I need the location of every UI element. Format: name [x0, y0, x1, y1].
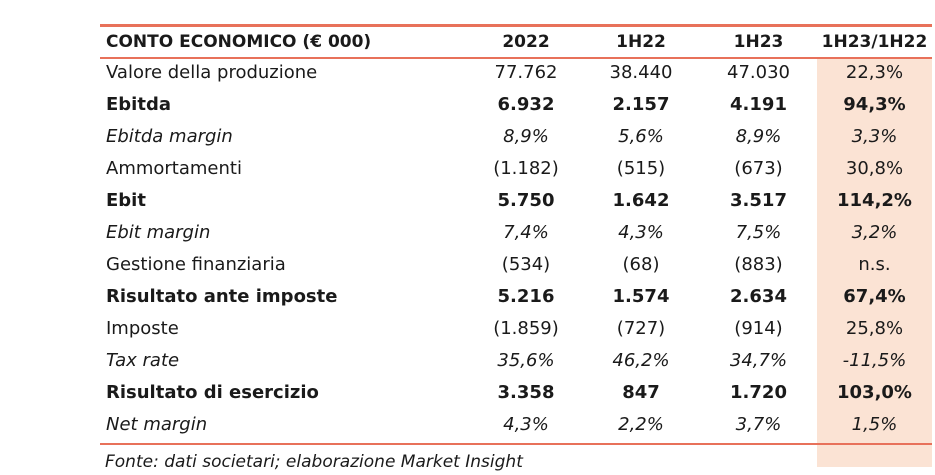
value-1h22: 1.642 [612, 190, 670, 211]
row-label: Ebitda [106, 94, 171, 115]
value-change: 25,8% [845, 318, 904, 339]
value-1h22: 2,2% [618, 414, 664, 435]
value-1h23: 3,7% [735, 414, 782, 435]
value-2022: 6.932 [497, 94, 555, 115]
value-1h23: 34,7% [729, 350, 788, 371]
table-bottom-rule [100, 443, 932, 445]
header-2022: 2022 [502, 32, 550, 52]
value-1h23: (914) [734, 318, 783, 339]
value-1h22: 4,3% [618, 222, 664, 243]
value-1h22: 2.157 [612, 94, 670, 115]
value-change: n.s. [858, 254, 891, 275]
value-2022: (1.182) [493, 158, 559, 179]
value-change: 67,4% [843, 286, 906, 307]
row-label: Ebitda margin [106, 126, 233, 147]
row-label: Ammortamenti [106, 158, 242, 179]
value-1h22: (727) [616, 318, 666, 339]
header-divider-rule [100, 57, 932, 59]
row-label: Imposte [106, 318, 179, 339]
value-1h23: (883) [734, 254, 783, 275]
value-1h22: 5,6% [618, 126, 664, 147]
value-2022: 5.216 [497, 286, 555, 307]
row-label: Ebit margin [106, 222, 211, 243]
value-change: -11,5% [842, 350, 907, 371]
table-top-rule [100, 24, 932, 27]
table-row: Gestione finanziaria (534) (68) (883) n.s. [100, 249, 932, 281]
value-1h22: 1.574 [612, 286, 670, 307]
value-2022: (534) [501, 254, 551, 275]
value-1h23: 47.030 [727, 62, 790, 83]
row-label: Gestione finanziaria [106, 254, 286, 275]
value-1h23: 4.191 [730, 94, 787, 115]
value-1h22: 847 [622, 382, 660, 403]
value-change: 103,0% [837, 382, 912, 403]
value-2022: 4,3% [503, 414, 549, 435]
table-row: Ebitda 6.932 2.157 4.191 94,3% [100, 89, 932, 121]
value-change: 114,2% [837, 190, 912, 211]
table-row: Imposte (1.859) (727) (914) 25,8% [100, 313, 932, 345]
value-2022: (1.859) [493, 318, 559, 339]
value-1h22: 38.440 [609, 62, 673, 83]
value-change: 30,8% [845, 158, 904, 179]
table-row: Risultato ante imposte 5.216 1.574 2.634 67,… [100, 281, 932, 313]
value-2022: 77.762 [494, 62, 558, 83]
value-change: 3,3% [851, 126, 898, 147]
value-1h22: 46,2% [612, 350, 670, 371]
row-label: Net margin [106, 414, 208, 435]
table-body: Valore della produzione 77.762 38.440 47.03… [100, 57, 932, 441]
value-1h23: 1.720 [730, 382, 787, 403]
value-1h23: 7,5% [735, 222, 782, 243]
row-label: Risultato ante imposte [106, 286, 338, 307]
value-2022: 5.750 [497, 190, 555, 211]
header-1h23: 1H23 [733, 32, 784, 52]
table-header-row: CONTO ECONOMICO (€ 000) 2022 1H22 1H23 1… [100, 27, 932, 57]
value-1h22: (515) [616, 158, 666, 179]
value-change: 94,3% [843, 94, 906, 115]
table-row: Net margin 4,3% 2,2% 3,7% 1,5% [100, 409, 932, 441]
value-1h22: (68) [622, 254, 660, 275]
table-row: Ammortamenti (1.182) (515) (673) 30,8% [100, 153, 932, 185]
value-change: 3,2% [851, 222, 898, 243]
table-row: Ebit 5.750 1.642 3.517 114,2% [100, 185, 932, 217]
income-statement-table: CONTO ECONOMICO (€ 000) 2022 1H22 1H23 1… [100, 27, 932, 441]
value-change: 1,5% [851, 414, 898, 435]
header-1h22: 1H22 [616, 32, 666, 52]
value-change: 22,3% [845, 62, 904, 83]
row-label: Risultato di esercizio [106, 382, 319, 403]
table-row: Ebit margin 7,4% 4,3% 7,5% 3,2% [100, 217, 932, 249]
row-label: Tax rate [106, 350, 180, 371]
highlight-column-background [817, 57, 932, 467]
value-1h23: 2.634 [730, 286, 787, 307]
table-row: Tax rate 35,6% 46,2% 34,7% -11,5% [100, 345, 932, 377]
table-row: Valore della produzione 77.762 38.440 47.03… [100, 57, 932, 89]
value-1h23: (673) [734, 158, 783, 179]
header-conto-economico: CONTO ECONOMICO (€ 000) [106, 32, 372, 52]
value-2022: 3.358 [497, 382, 555, 403]
value-1h23: 8,9% [735, 126, 782, 147]
header-1h23-vs-1h22: 1H23/1H22 [821, 32, 928, 52]
row-label: Ebit [106, 190, 146, 211]
value-1h23: 3.517 [730, 190, 787, 211]
value-2022: 8,9% [503, 126, 549, 147]
value-2022: 35,6% [497, 350, 555, 371]
table-row: Risultato di esercizio 3.358 847 1.720 103,0… [100, 377, 932, 409]
value-2022: 7,4% [503, 222, 549, 243]
table-row: Ebitda margin 8,9% 5,6% 8,9% 3,3% [100, 121, 932, 153]
source-note: Fonte: dati societari; elaborazione Mark… [105, 452, 523, 472]
row-label: Valore della produzione [106, 62, 318, 83]
